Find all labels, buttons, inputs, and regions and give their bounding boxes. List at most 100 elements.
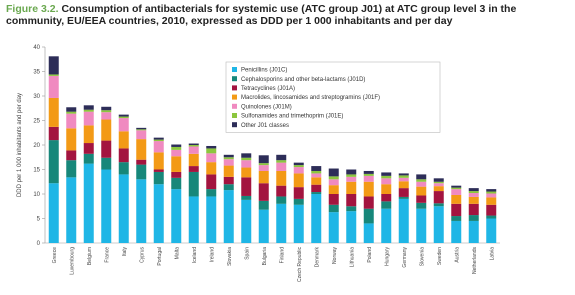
bar-segment <box>486 193 497 198</box>
bar-segment <box>171 146 182 150</box>
bar-segment <box>451 220 462 243</box>
bar-segment <box>83 111 94 126</box>
bar-segment <box>328 179 339 186</box>
legend-swatch <box>232 113 237 118</box>
bar-segment <box>398 173 409 176</box>
bar-segment <box>241 177 252 196</box>
bar-segment <box>223 176 234 185</box>
bar-segment <box>206 145 217 149</box>
legend-label: Penicillins (J01C) <box>241 68 287 74</box>
bar-segment <box>258 165 269 171</box>
x-tick-label: Denmark <box>314 247 320 268</box>
bar-segment <box>241 167 252 178</box>
bar-segment <box>153 141 164 153</box>
bar-segment <box>433 178 444 182</box>
bar-segment <box>83 105 94 110</box>
x-tick-label: Czech Republic <box>297 247 303 283</box>
legend-swatch <box>232 67 237 72</box>
bar-segment <box>136 164 147 180</box>
bar-segment <box>118 174 129 243</box>
x-tick-label: Norway <box>332 247 338 264</box>
bar-segment <box>416 208 427 243</box>
bar-segment <box>258 209 269 243</box>
bar-segment <box>241 160 252 168</box>
legend-swatch <box>232 103 237 109</box>
bar-segment <box>258 155 269 164</box>
bar-segment <box>293 162 304 166</box>
bar-segment <box>153 171 164 185</box>
bar-segment <box>468 191 479 194</box>
bar-segment <box>276 203 287 243</box>
legend-swatch <box>232 122 237 128</box>
bar-segment <box>486 215 497 219</box>
y-tick-label: 10 <box>33 192 40 198</box>
bar-segment <box>48 74 59 76</box>
bar-segment <box>346 206 357 212</box>
bar-segment <box>153 184 164 243</box>
y-tick-label: 20 <box>33 143 40 149</box>
x-tick-label: Greece <box>52 247 58 264</box>
bar-segment <box>346 181 357 194</box>
bar-segment <box>118 148 129 163</box>
bar-segment <box>311 177 322 185</box>
bar-segment <box>346 174 357 177</box>
y-tick-label: 25 <box>33 119 40 125</box>
bar-segment <box>118 131 129 149</box>
legend-swatch <box>232 85 237 91</box>
bar-segment <box>241 157 252 161</box>
bar-segment <box>451 194 462 204</box>
bar-segment <box>171 149 182 157</box>
bar-segment <box>451 185 462 188</box>
bar-segment <box>171 144 182 147</box>
bar-segment <box>468 193 479 197</box>
bar-segment <box>363 175 374 182</box>
y-tick-label: 35 <box>33 70 40 76</box>
bar-segment <box>381 175 392 179</box>
bar-segment <box>433 203 444 207</box>
y-tick-label: 5 <box>37 217 41 223</box>
y-tick-label: 0 <box>37 241 41 247</box>
bar-segment <box>171 189 182 243</box>
bar-segment <box>223 184 234 191</box>
legend-label: Other J01 classes <box>241 123 289 129</box>
bar-segment <box>206 162 217 175</box>
bar-segment <box>241 195 252 200</box>
x-tick-label: Lithuania <box>349 247 355 268</box>
bar-segment <box>293 198 304 205</box>
legend-label: Macrolides, lincosamides and streptogram… <box>241 95 380 101</box>
bar-segment <box>381 178 392 185</box>
bar-segment <box>206 189 217 197</box>
bar-segment <box>468 220 479 243</box>
bar-segment <box>468 188 479 192</box>
bar-segment <box>311 184 322 193</box>
bar-segment <box>451 187 462 190</box>
bar-segment <box>171 171 182 178</box>
bar-segment <box>83 109 94 112</box>
bar-segment <box>206 153 217 163</box>
bar-segment <box>136 129 147 131</box>
bar-segment <box>328 194 339 205</box>
bar-segment <box>101 140 112 158</box>
x-tick-label: Slovakia <box>227 247 233 266</box>
x-tick-label: Latvia <box>489 247 495 261</box>
y-tick-label: 40 <box>33 45 40 51</box>
bar-segment <box>451 189 462 195</box>
bar-segment <box>258 170 269 184</box>
bar-segment <box>363 223 374 243</box>
bar-segment <box>276 160 287 163</box>
bar-segment <box>486 218 497 243</box>
bar-segment <box>381 208 392 243</box>
bar-segment <box>433 186 444 192</box>
bar-segment <box>311 166 322 171</box>
y-tick-label: 30 <box>33 94 40 100</box>
bar-segment <box>293 165 304 168</box>
title-block: Figure 3.2. Consumption of antibacterial… <box>6 3 571 27</box>
bar-segment <box>118 118 129 132</box>
bar-segment <box>48 140 59 184</box>
bar-segment <box>83 143 94 154</box>
bar-segment <box>328 185 339 194</box>
x-tick-label: Sweden <box>437 247 443 265</box>
bar-segment <box>293 173 304 188</box>
x-tick-label: Slovenia <box>419 247 425 266</box>
bar-segment <box>328 204 339 213</box>
